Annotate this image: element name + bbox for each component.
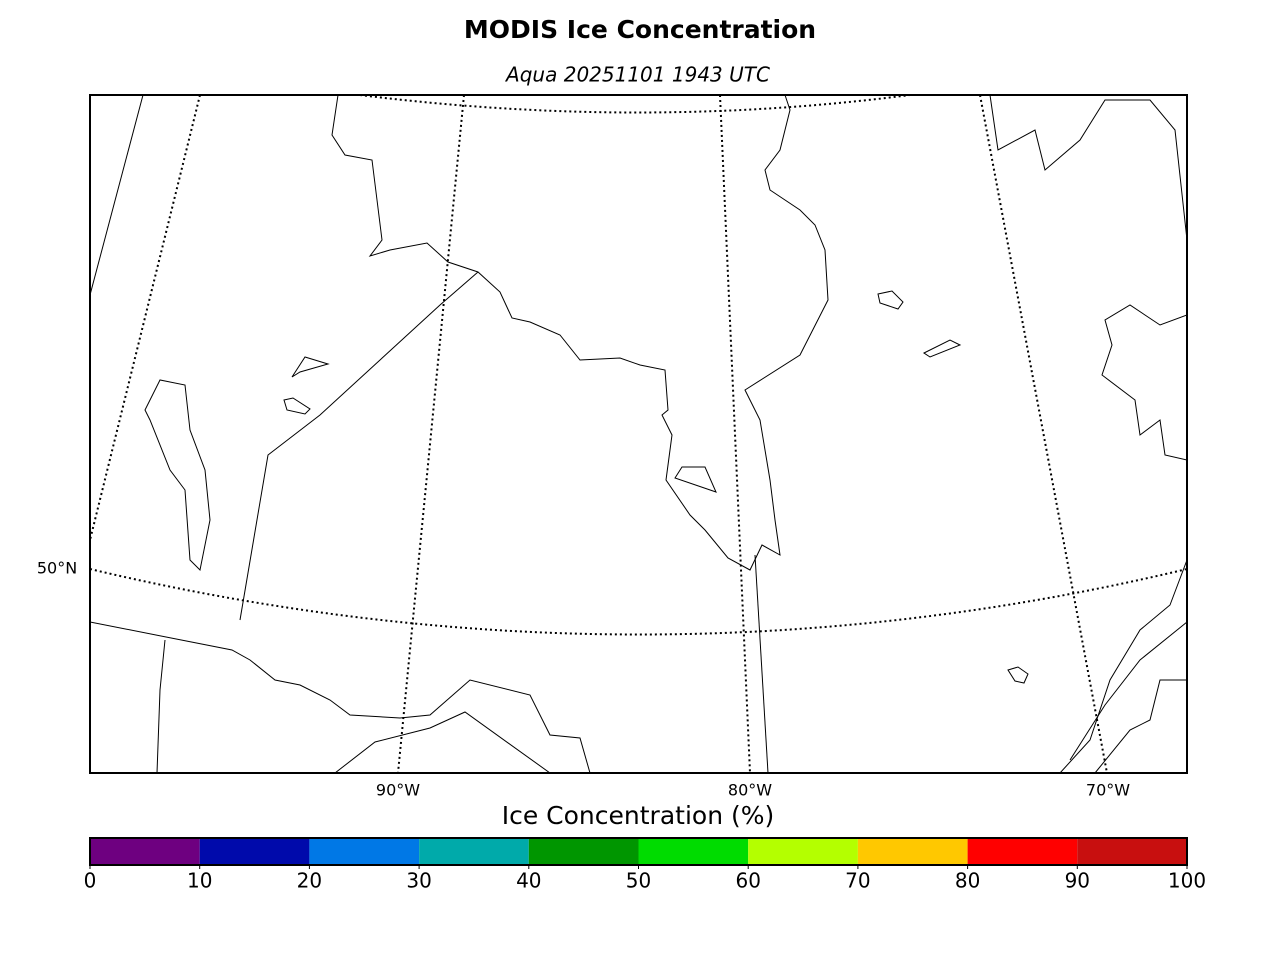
subtitle: Aqua 20251101 1943 UTC (504, 63, 770, 87)
colorbar-segment (857, 838, 968, 865)
graticule (719, 95, 751, 773)
colorbar-tick-label: 20 (297, 869, 322, 893)
island (923, 339, 962, 358)
island (291, 356, 330, 378)
coastline (1094, 679, 1187, 773)
colorbar-segment (309, 838, 420, 865)
border (754, 554, 769, 773)
colorbar-segment (199, 838, 310, 865)
colorbar-tick-label: 0 (84, 869, 97, 893)
island (144, 379, 211, 572)
coastline (334, 711, 551, 773)
colorbar-segment (967, 838, 1078, 865)
island (674, 466, 717, 493)
colorbar-segment (1077, 838, 1187, 865)
lon-label: 90°W (376, 781, 420, 800)
colorbar-tick-label: 50 (626, 869, 651, 893)
graticule (979, 95, 1108, 773)
coastline (1101, 304, 1187, 461)
coastline (90, 95, 144, 296)
colorbar-tick-label: 10 (187, 869, 212, 893)
lon-label: 70°W (1086, 781, 1130, 800)
map: 50°N 90°W 80°W 70°W (37, 94, 1188, 800)
colorbar-tick-label: 60 (735, 869, 760, 893)
colorbar-tick-label: 70 (845, 869, 870, 893)
graticule (359, 95, 911, 114)
border (239, 271, 479, 621)
coastline (1059, 559, 1187, 773)
colorbar-segment (528, 838, 639, 865)
colorbar-tick-label: 40 (516, 869, 541, 893)
coastline (989, 95, 1187, 241)
island (877, 290, 904, 310)
colorbar-tick-label: 30 (406, 869, 431, 893)
border (156, 639, 166, 773)
colorbar: 0 10 20 30 40 50 60 70 80 90 100 (84, 837, 1206, 893)
lon-label: 80°W (728, 781, 772, 800)
colorbar-tick-label: 80 (955, 869, 980, 893)
graticule (397, 95, 465, 773)
title: MODIS Ice Concentration (464, 15, 816, 44)
map-frame (89, 94, 1188, 774)
colorbar-segment (638, 838, 749, 865)
colorbar-tick-label: 100 (1168, 869, 1206, 893)
colorbar-tick-label: 90 (1065, 869, 1090, 893)
island (283, 397, 311, 415)
coastline (90, 621, 591, 773)
island (1007, 666, 1029, 684)
graticule (90, 568, 1187, 636)
colorbar-segment (748, 838, 858, 865)
colorbar-segment (90, 838, 200, 865)
colorbar-segment (419, 838, 529, 865)
colorbar-label: Ice Concentration (%) (502, 801, 775, 830)
graticule (90, 95, 201, 541)
coastline (331, 95, 829, 571)
coastline (1069, 621, 1187, 761)
lat-label: 50°N (37, 559, 77, 578)
